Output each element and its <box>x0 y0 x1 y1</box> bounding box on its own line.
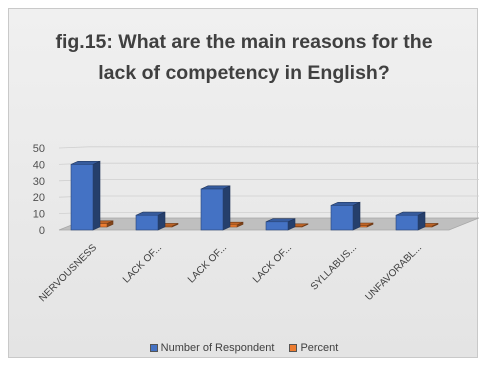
x-tick-label: LACK OF... <box>251 242 294 285</box>
bar-number-of-respondent-side <box>352 201 361 231</box>
legend-label: Number of Respondent <box>160 342 275 354</box>
legend-item-number-of-respondent: Number of Respondent <box>149 342 275 354</box>
y-tick-label: 50 <box>33 143 45 155</box>
bar-number-of-respondent-side <box>92 160 101 231</box>
legend-item-percent: Percent <box>289 342 338 354</box>
legend-label: Percent <box>300 342 339 354</box>
legend-swatch-orange <box>289 344 298 353</box>
x-tick-label: LACK OF... <box>121 242 164 285</box>
x-tick-label: UNFAVORABL... <box>363 242 424 303</box>
bar-number-of-respondent <box>135 214 159 231</box>
y-tick-label: 20 <box>33 192 45 204</box>
x-tick-label: SYLLABUS... <box>309 242 359 292</box>
legend: Number of Respondent Percent <box>9 342 479 354</box>
legend-swatch-blue <box>149 344 158 353</box>
chart-title: fig.15: What are the main reasons for th… <box>55 31 433 84</box>
y-tick-label: 10 <box>33 209 45 221</box>
y-tick-label: 30 <box>33 176 45 188</box>
y-tick-label: 40 <box>33 159 45 171</box>
bar-number-of-respondent <box>200 188 224 231</box>
chart-frame: fig.15: What are the main reasons for th… <box>8 8 479 358</box>
x-tick-label: NERVOUSNESS <box>37 242 99 304</box>
gridline <box>58 146 90 149</box>
bar-number-of-respondent <box>70 164 94 231</box>
chart-plot: 0 10 20 30 40 50 NERVOUSNESS LACK OF... LACK OF.… <box>33 143 479 304</box>
bar-number-of-respondent <box>265 221 289 231</box>
bar-number-of-respondent-side <box>222 185 231 231</box>
bar-number-of-respondent <box>395 214 419 231</box>
x-tick-label: LACK OF... <box>186 242 229 285</box>
bar-number-of-respondent <box>330 205 354 231</box>
y-tick-label: 0 <box>39 225 45 237</box>
